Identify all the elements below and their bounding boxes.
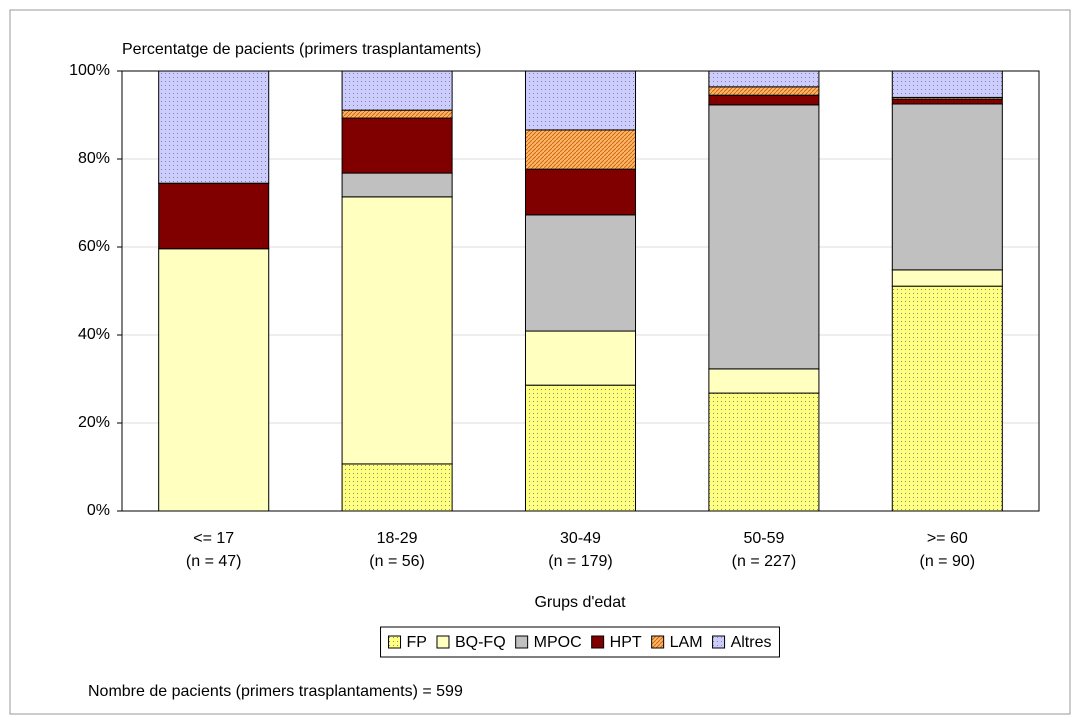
- bar-segment: [708, 392, 820, 512]
- bar-segment: [524, 70, 637, 131]
- y-axis-title: Percentatge de pacients (primers traspla…: [122, 41, 481, 58]
- x-tick-count: (n = 90): [920, 553, 976, 570]
- legend-swatch: [388, 635, 402, 649]
- legend-label: BQ-FQ: [455, 634, 506, 651]
- bar-segment: [158, 248, 270, 512]
- legend-label: LAM: [670, 634, 703, 651]
- bar-segment: [158, 70, 270, 184]
- x-tick-label: >= 60: [927, 530, 968, 547]
- legend-swatch: [651, 635, 665, 649]
- legend-swatch: [591, 635, 605, 649]
- legend-swatch: [436, 635, 450, 649]
- bar-segment: [891, 98, 1003, 105]
- bar-segment: [708, 104, 820, 370]
- bar-segment: [708, 94, 820, 106]
- y-tick-label: 0%: [87, 502, 110, 519]
- bar-segment: [708, 70, 820, 88]
- y-tick-label: 20%: [78, 414, 110, 431]
- legend-swatch: [712, 635, 726, 649]
- legend-label: MPOC: [534, 634, 582, 651]
- bar-segment: [891, 285, 1003, 512]
- y-tick-label: 100%: [69, 62, 110, 79]
- y-tick-label: 80%: [78, 150, 110, 167]
- legend-swatch: [515, 635, 529, 649]
- x-tick-label: 18-29: [377, 530, 418, 547]
- bar-segment: [341, 463, 453, 512]
- x-tick-label: 50-59: [743, 530, 784, 547]
- bar-segment: [708, 86, 820, 96]
- x-tick-count: (n = 179): [548, 553, 612, 570]
- bar-segment: [891, 269, 1003, 287]
- legend-label: Altres: [731, 634, 772, 651]
- bar-segment: [524, 214, 637, 332]
- x-tick-label: <= 17: [193, 530, 234, 547]
- legend-label: HPT: [610, 634, 642, 651]
- bar-segment: [524, 384, 637, 512]
- x-axis-title: Grups d'edat: [534, 594, 626, 611]
- footnote: Nombre de pacients (primers trasplantame…: [88, 683, 463, 700]
- x-tick-count: (n = 56): [369, 553, 425, 570]
- legend: FP BQ-FQ MPOC HPT LAM Altres: [380, 626, 780, 658]
- bar-segment: [524, 168, 637, 216]
- bar-segment: [341, 196, 453, 465]
- y-tick-label: 60%: [78, 238, 110, 255]
- bar-segment: [708, 368, 820, 394]
- x-tick-label: 30-49: [560, 530, 601, 547]
- legend-label: FP: [407, 634, 427, 651]
- bar-segment: [158, 182, 270, 250]
- bar-segment: [524, 330, 637, 386]
- x-tick-count: (n = 47): [186, 553, 242, 570]
- bar-segment: [341, 172, 453, 198]
- bar-segment: [891, 70, 1003, 98]
- bar-segment: [341, 109, 453, 119]
- bar-segment: [341, 117, 453, 174]
- y-tick-label: 40%: [78, 326, 110, 343]
- bar-segment: [891, 103, 1003, 271]
- bar-segment: [341, 70, 453, 111]
- x-tick-count: (n = 227): [732, 553, 796, 570]
- bar-segment: [524, 129, 637, 170]
